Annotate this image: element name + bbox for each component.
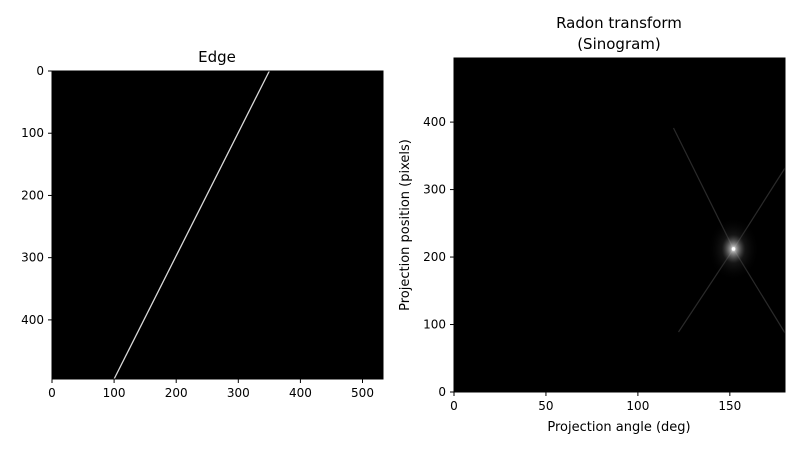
sinogram-x-label: Projection angle (deg) (547, 420, 690, 435)
edge-x-tick-label: 500 (351, 386, 374, 400)
sinogram-x-tick-label: 150 (718, 399, 741, 413)
edge-y-tick-label: 400 (21, 313, 44, 327)
edge-x-tick-label: 0 (48, 386, 56, 400)
edge-image (52, 71, 383, 379)
edge-x-tick-label: 300 (227, 386, 250, 400)
sinogram-y-tick-label: 400 (423, 115, 446, 129)
sinogram-y-tick-label: 200 (423, 250, 446, 264)
edge-y-tick-label: 0 (36, 64, 44, 78)
sinogram-title-line-2: (Sinogram) (577, 35, 661, 53)
sinogram-x-axis: 0 50 100 150 (450, 392, 741, 413)
sinogram-y-tick-label: 100 (423, 318, 446, 332)
edge-y-axis: 0 100 200 300 400 (21, 64, 52, 327)
edge-y-tick-label: 200 (21, 188, 44, 202)
sinogram-title-line-1: Radon transform (556, 14, 682, 32)
sinogram-y-tick-label: 0 (438, 385, 446, 399)
sinogram-frame (453, 57, 786, 393)
edge-x-tick-label: 100 (103, 386, 126, 400)
edge-x-axis: 0 100 200 300 400 500 (48, 379, 374, 400)
sinogram-peak (731, 247, 736, 251)
sinogram-x-tick-label: 0 (450, 399, 458, 413)
sinogram-y-axis: 0 100 200 300 400 (423, 115, 454, 399)
edge-frame (51, 70, 384, 380)
sinogram-x-tick-label: 100 (626, 399, 649, 413)
edge-y-tick-label: 100 (21, 126, 44, 140)
sinogram-x-tick-label: 50 (538, 399, 553, 413)
edge-y-tick-label: 300 (21, 251, 44, 265)
sinogram-y-tick-label: 300 (423, 183, 446, 197)
edge-line (113, 70, 270, 380)
edge-panel: Edge 0 100 200 300 400 500 0 100 200 300 400 (21, 48, 384, 400)
edge-x-tick-label: 400 (289, 386, 312, 400)
sinogram-panel: Radon transform (Sinogram) 0 50 100 150 0 10… (398, 14, 786, 435)
edge-title: Edge (198, 48, 236, 66)
sinogram-y-label: Projection position (pixels) (398, 139, 413, 311)
edge-x-tick-label: 200 (165, 386, 188, 400)
